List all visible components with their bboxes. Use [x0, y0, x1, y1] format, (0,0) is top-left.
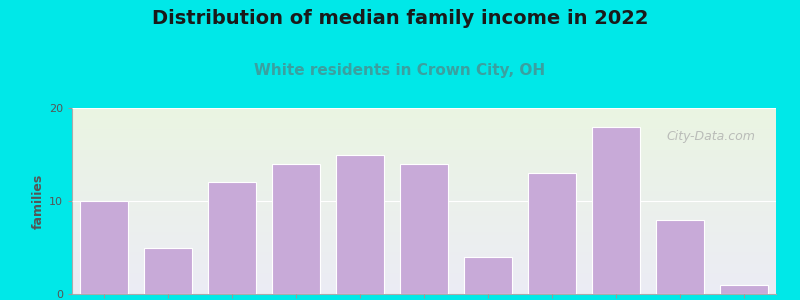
Bar — [144, 248, 192, 294]
Bar — [720, 285, 768, 294]
Bar — [400, 164, 448, 294]
Bar — [592, 127, 640, 294]
Bar — [464, 257, 512, 294]
Text: City-Data.com: City-Data.com — [666, 130, 755, 143]
Text: White residents in Crown City, OH: White residents in Crown City, OH — [254, 63, 546, 78]
Bar — [272, 164, 320, 294]
Bar — [336, 154, 384, 294]
Text: Distribution of median family income in 2022: Distribution of median family income in … — [152, 9, 648, 28]
Bar — [528, 173, 576, 294]
Bar — [80, 201, 128, 294]
Bar — [208, 182, 256, 294]
Bar — [656, 220, 704, 294]
Y-axis label: families: families — [32, 173, 45, 229]
